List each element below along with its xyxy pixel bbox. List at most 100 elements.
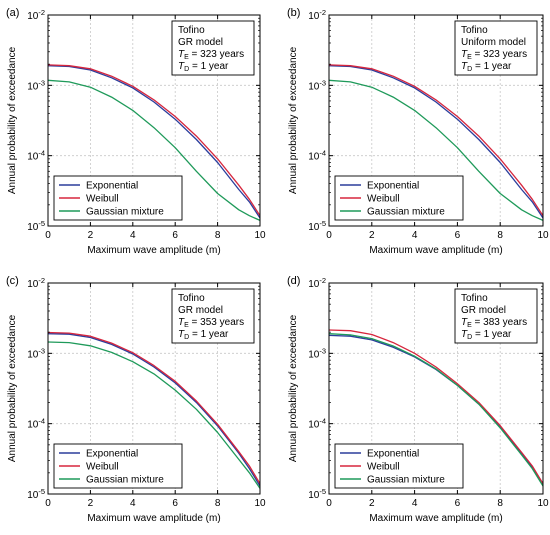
info-exposure-time: TE = 383 years (461, 317, 527, 329)
x-tick-label: 10 (254, 498, 266, 509)
info-box-frame (454, 288, 538, 344)
info-box-frame (454, 20, 538, 76)
series-line (328, 79, 544, 221)
panel-label: (d) (287, 275, 300, 287)
legend-label: Weibull (367, 462, 400, 473)
y-tick-label: 10-3 (308, 78, 326, 92)
info-site: Tofino (461, 25, 488, 36)
info-exposure-time: TE = 323 years (461, 49, 527, 61)
info-box-frame (171, 20, 255, 76)
series-line (47, 331, 261, 485)
legend-label: Exponential (367, 449, 419, 460)
x-tick-label: 8 (497, 498, 503, 509)
panel-label: (c) (6, 275, 19, 287)
x-tick-label: 0 (326, 498, 332, 509)
x-tick-label: 2 (369, 498, 375, 509)
panel-a: 0 2 4 6 8 10 10-5 10-4 10-3 10-2 Maximum wave ampl… (6, 7, 266, 256)
info-site: Tofino (461, 293, 488, 304)
legend-label: Weibull (86, 462, 119, 473)
series-line (47, 333, 261, 487)
x-tick-label: 2 (369, 230, 375, 241)
x-tick-label: 6 (455, 230, 461, 241)
info-model: GR model (461, 305, 506, 316)
x-tick-label: 0 (45, 230, 51, 241)
y-tick-label: 10-5 (308, 219, 326, 233)
x-tick-label: 6 (172, 498, 178, 509)
plot-frame (47, 14, 261, 227)
x-tick-label: 6 (172, 230, 178, 241)
x-tick-label: 2 (88, 498, 94, 509)
info-duration: TD = 1 year (461, 329, 512, 341)
x-tick-label: 10 (537, 230, 549, 241)
y-axis-label: Annual probability of exceedance (288, 314, 299, 462)
legend: Exponential Weibull Gaussian mixture (53, 175, 183, 221)
y-tick-label: 10-4 (27, 149, 45, 163)
series-line (328, 329, 544, 485)
legend-label: Gaussian mixture (367, 207, 445, 218)
panel-c: 0 2 4 6 8 10 10-5 10-4 10-3 10-2 Maximum wave ampl… (6, 275, 266, 524)
series-line (47, 79, 261, 221)
x-tick-label: 4 (412, 498, 418, 509)
x-tick-label: 8 (497, 230, 503, 241)
legend-label: Gaussian mixture (367, 475, 445, 486)
info-exposure-time: TE = 323 years (178, 49, 244, 61)
y-tick-label: 10-2 (27, 8, 45, 22)
x-tick-label: 0 (45, 498, 51, 509)
info-model: Uniform model (461, 37, 526, 48)
legend-label: Exponential (367, 181, 419, 192)
y-axis-label: Annual probability of exceedance (7, 46, 18, 194)
y-tick-label: 10-5 (27, 219, 45, 233)
legend-label: Exponential (86, 181, 138, 192)
x-axis-label: Maximum wave amplitude (m) (369, 513, 502, 524)
series-line (328, 333, 544, 487)
info-site: Tofino (178, 293, 205, 304)
grid (329, 15, 543, 226)
y-axis-label: Annual probability of exceedance (288, 46, 299, 194)
x-tick-label: 8 (215, 230, 221, 241)
x-tick-label: 10 (537, 498, 549, 509)
plot-frame (328, 14, 544, 227)
info-duration: TD = 1 year (178, 329, 229, 341)
x-tick-label: 6 (455, 498, 461, 509)
y-axis-label: Annual probability of exceedance (7, 314, 18, 462)
legend: Exponential Weibull Gaussian mixture (53, 443, 183, 489)
panel-label: (a) (6, 7, 19, 19)
x-tick-label: 2 (88, 230, 94, 241)
info-model: GR model (178, 37, 223, 48)
x-axis-label: Maximum wave amplitude (m) (87, 513, 220, 524)
y-tick-label: 10-2 (308, 276, 326, 290)
legend-label: Exponential (86, 449, 138, 460)
y-tick-label: 10-2 (27, 276, 45, 290)
legend-label: Weibull (86, 194, 119, 205)
panel-label: (b) (287, 7, 300, 19)
legend-label: Gaussian mixture (86, 475, 164, 486)
legend: Exponential Weibull Gaussian mixture (334, 175, 464, 221)
plot-frame (47, 282, 261, 495)
legend-label: Gaussian mixture (86, 207, 164, 218)
legend-label: Weibull (367, 194, 400, 205)
info-duration: TD = 1 year (178, 61, 229, 73)
info-box-frame (171, 288, 255, 344)
y-tick-label: 10-4 (308, 149, 326, 163)
grid (48, 15, 260, 226)
x-tick-label: 4 (130, 498, 136, 509)
grid (48, 283, 260, 494)
x-tick-label: 10 (254, 230, 266, 241)
info-duration: TD = 1 year (461, 61, 512, 73)
series-line (328, 65, 544, 219)
series-line (47, 341, 261, 489)
y-tick-label: 10-3 (308, 346, 326, 360)
series-line (47, 64, 261, 217)
panel-b: 0 2 4 6 8 10 10-5 10-4 10-3 10-2 Maximum wave ampl… (287, 7, 549, 256)
grid (329, 283, 543, 494)
y-tick-label: 10-5 (27, 487, 45, 501)
panel-d: 0 2 4 6 8 10 10-5 10-4 10-3 10-2 Maximum wave ampl… (287, 275, 549, 524)
info-site: Tofino (178, 25, 205, 36)
x-axis-label: Maximum wave amplitude (m) (87, 245, 220, 256)
